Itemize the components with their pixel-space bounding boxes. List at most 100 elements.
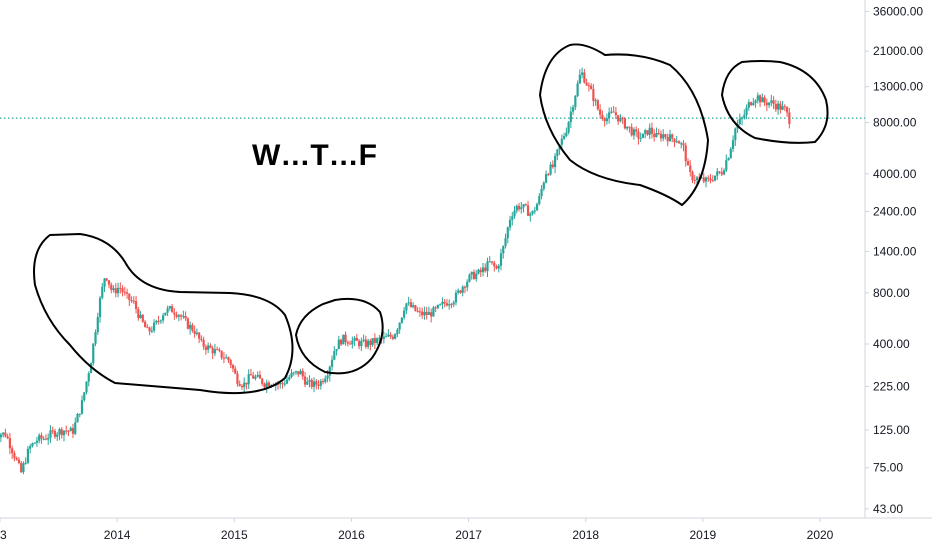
candle-body bbox=[155, 320, 158, 323]
candle-body bbox=[137, 309, 140, 318]
candle-body bbox=[198, 332, 201, 339]
annotation-circle-2018 bbox=[538, 43, 710, 207]
candle-body bbox=[297, 371, 300, 375]
candle-body bbox=[130, 300, 133, 302]
candle-body bbox=[729, 148, 732, 159]
candle-body bbox=[495, 266, 498, 269]
candle-body bbox=[312, 381, 316, 387]
candle-body bbox=[281, 383, 284, 385]
candle-body bbox=[382, 336, 385, 339]
candle-body bbox=[301, 370, 304, 377]
candle-body bbox=[308, 379, 311, 382]
candle-body bbox=[265, 382, 268, 388]
candle-body bbox=[425, 311, 428, 315]
annotation-text: W…T…F bbox=[252, 139, 377, 172]
candle-body bbox=[364, 339, 367, 347]
candle-body bbox=[78, 413, 81, 415]
candle-body bbox=[330, 359, 334, 367]
candle-body bbox=[743, 114, 746, 118]
candle-body bbox=[299, 370, 302, 375]
candle-body bbox=[74, 422, 77, 434]
candle-body bbox=[693, 180, 696, 182]
candle-body bbox=[96, 317, 99, 333]
candle-body bbox=[101, 286, 104, 298]
candle-body bbox=[524, 204, 527, 206]
candle-body bbox=[87, 373, 90, 382]
candle-body bbox=[684, 145, 687, 162]
price-tick-label: 1400.00 bbox=[873, 244, 917, 258]
candle-body bbox=[225, 357, 228, 359]
candle-body bbox=[533, 210, 536, 212]
candle-body bbox=[668, 134, 672, 142]
candle-body bbox=[11, 448, 14, 454]
candle-body bbox=[31, 443, 34, 447]
candle-body bbox=[234, 368, 237, 374]
candle-body bbox=[418, 311, 422, 313]
candle-body bbox=[745, 107, 748, 115]
candle-body bbox=[26, 448, 30, 463]
candle-body bbox=[499, 253, 503, 266]
candle-body bbox=[623, 118, 627, 129]
candle-body bbox=[659, 133, 663, 139]
candle-body bbox=[553, 155, 557, 168]
candle-body bbox=[189, 324, 192, 329]
candle-body bbox=[247, 374, 250, 385]
candle-body bbox=[143, 321, 147, 328]
price-tick-label: 4000.00 bbox=[873, 167, 917, 181]
candle-body bbox=[535, 204, 539, 211]
candle-body bbox=[171, 306, 174, 313]
candle-body bbox=[704, 177, 708, 182]
candle-body bbox=[35, 440, 39, 443]
candle-body bbox=[531, 210, 534, 214]
candle-body bbox=[83, 392, 86, 401]
candle-body bbox=[8, 438, 12, 449]
candle-body bbox=[148, 327, 151, 332]
candle-body bbox=[403, 310, 406, 318]
candle-body bbox=[369, 340, 372, 345]
candle-body bbox=[520, 207, 523, 210]
candle-body bbox=[772, 100, 775, 105]
candle-body bbox=[351, 340, 354, 345]
candle-body bbox=[752, 103, 755, 106]
candle-body bbox=[2, 432, 5, 435]
time-tick-label: 2018 bbox=[572, 528, 599, 542]
candle-body bbox=[594, 100, 597, 102]
candle-body bbox=[754, 100, 757, 104]
candle-body bbox=[103, 278, 106, 287]
candle-body bbox=[470, 271, 473, 275]
candle-body bbox=[702, 177, 705, 182]
candle-body bbox=[475, 273, 478, 280]
candle-body bbox=[394, 334, 397, 339]
candle-body bbox=[335, 349, 338, 352]
candle-body bbox=[486, 261, 489, 272]
time-tick-label: 13 bbox=[0, 528, 7, 542]
candle-body bbox=[786, 107, 789, 113]
price-tick-label: 43.00 bbox=[873, 502, 903, 516]
candle-body bbox=[457, 290, 460, 293]
price-tick-label: 75.00 bbox=[873, 461, 903, 475]
candle-body bbox=[315, 381, 318, 385]
candle-body bbox=[220, 350, 223, 358]
candle-body bbox=[511, 216, 514, 220]
candle-body bbox=[686, 161, 690, 166]
candle-body bbox=[290, 372, 293, 378]
candle-body bbox=[378, 338, 381, 340]
candle-body bbox=[213, 349, 217, 354]
candle-body bbox=[22, 463, 25, 473]
candle-body bbox=[324, 378, 327, 383]
candle-body bbox=[58, 429, 61, 435]
candle-body bbox=[632, 129, 636, 136]
candle-body bbox=[490, 261, 494, 263]
candle-body bbox=[243, 382, 246, 388]
candle-body bbox=[468, 274, 471, 282]
candle-body bbox=[98, 297, 102, 318]
candle-body bbox=[655, 133, 658, 138]
candle-body bbox=[569, 111, 572, 123]
price-tick-label: 225.00 bbox=[873, 380, 910, 394]
candle-body bbox=[603, 118, 606, 122]
candle-body bbox=[567, 122, 570, 133]
candle-body bbox=[387, 334, 390, 337]
price-tick-label: 125.00 bbox=[873, 423, 910, 437]
candle-body bbox=[565, 132, 568, 136]
